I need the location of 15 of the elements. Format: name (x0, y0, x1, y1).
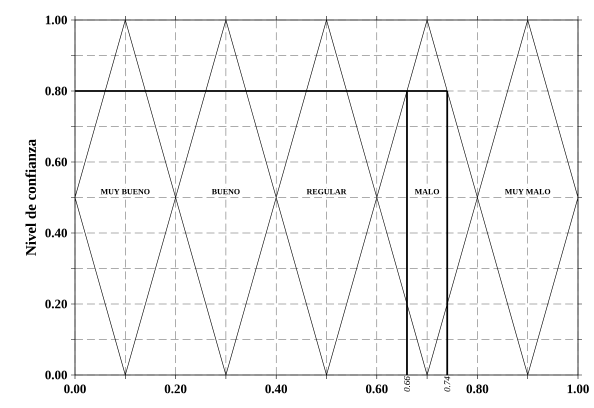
x-tick-label: 0.20 (164, 384, 186, 394)
y-axis-title: Nivel de confianza (25, 139, 36, 256)
y-tick-label: 0.40 (45, 228, 68, 238)
x-tick-label: 0.60 (366, 384, 388, 394)
y-tick-label: 0.20 (45, 300, 68, 308)
annotation: 0.66 (404, 376, 410, 392)
y-tick-label: 0.80 (45, 86, 68, 96)
y-tick-label: 0.00 (45, 370, 68, 380)
x-tick-label: 0.40 (265, 384, 288, 394)
x-tick-label: 0.80 (466, 384, 488, 394)
annotation: 0.74 (444, 376, 450, 392)
x-tick-label: 0.00 (64, 384, 86, 394)
y-tick-label: 1.00 (46, 16, 68, 24)
x-tick-label: 1.00 (568, 384, 589, 394)
y-tick-label: 0.60 (45, 158, 68, 166)
